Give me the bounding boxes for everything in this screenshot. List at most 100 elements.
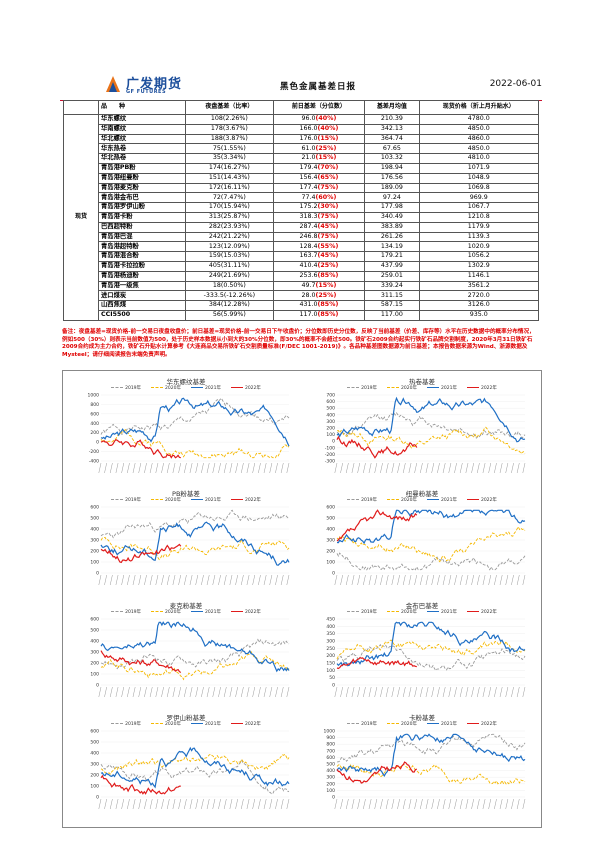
series-line-y2020: [100, 650, 290, 681]
x-tick-mark: [218, 686, 221, 698]
y-tick-label: 400: [326, 624, 335, 630]
product-name-cell: 青岛港混合粉: [98, 251, 186, 262]
x-tick-mark: [459, 686, 463, 698]
table-header-row: 品 种 夜盘基差（比率） 前日基差（分位数） 基差月均值 现货价格（折上月升贴水…: [63, 100, 539, 115]
x-tick-mark: [454, 686, 457, 698]
x-tick-mark: [368, 686, 372, 698]
prev-basis-value: 177.4: [299, 183, 318, 191]
monthly-mean-cell: 339.24: [364, 280, 420, 292]
x-tick-mark: [494, 686, 497, 698]
spot-price-cell: 1146.1: [418, 270, 539, 282]
x-tick-mark: [195, 798, 199, 810]
x-tick-mark: [104, 574, 107, 586]
legend-label: 2021年: [205, 498, 221, 503]
x-tick-mark: [340, 462, 343, 474]
series-line-y2019: [100, 638, 290, 670]
legend-item: 2020年: [151, 385, 181, 391]
product-name-cell: 青岛港巴混: [98, 231, 186, 243]
spot-price-cell: 3561.2: [418, 280, 539, 292]
chart-legend: 2019年 2020年 2021年 2022年: [311, 497, 533, 503]
prev-basis-cell: 410.4(25%): [272, 260, 366, 272]
legend-swatch: [387, 499, 400, 500]
x-tick-mark: [494, 462, 497, 474]
monthly-mean-cell: 311.15: [364, 290, 420, 302]
table-body: 现货 华东螺纹 108(2.26%) 96.0(40%) 210.39 4780.0 华南螺…: [63, 114, 539, 321]
x-tick-mark: [459, 798, 463, 810]
legend-label: 2022年: [244, 498, 261, 503]
legend-item: 2019年: [347, 721, 377, 727]
table-row: CCI5500 56(5.99%) 117.0(85%) 117.00 935.0: [64, 309, 539, 321]
legend-label: 2021年: [205, 386, 221, 391]
x-tick-mark: [240, 574, 244, 586]
x-tick-mark: [280, 462, 284, 474]
y-tick-label: 100: [90, 672, 99, 678]
x-tick-mark: [280, 798, 284, 810]
spot-price-cell: 935.0: [418, 309, 539, 321]
product-name-cell: 山西焦煤: [98, 300, 186, 311]
legend-label: 2021年: [441, 498, 457, 503]
y-tick-label: 0: [96, 683, 99, 689]
series-line-y2022: [100, 543, 182, 564]
night-basis-cell: 108(2.26%): [185, 114, 274, 125]
series-line-y2020: [336, 525, 526, 563]
y-tick-label: 400: [90, 639, 99, 645]
x-tick-mark: [397, 686, 400, 698]
product-name-cell: 华北螺纹: [98, 133, 186, 145]
y-tick-label: 400: [326, 768, 335, 774]
x-tick-mark: [235, 574, 238, 586]
y-tick-label: 400: [90, 527, 99, 533]
prev-basis-cell: 318.3(75%): [272, 211, 366, 223]
y-tick-label: 200: [326, 549, 335, 555]
y-tick-label: 0: [332, 795, 335, 801]
spot-price-cell: 3126.0: [418, 300, 539, 311]
y-tick-label: 800: [326, 742, 335, 748]
x-tick-mark: [414, 798, 418, 810]
spot-price-cell: 1056.2: [418, 251, 539, 262]
night-basis-cell: 313(25.87%): [185, 211, 274, 223]
spot-price-cell: 1048.9: [418, 172, 539, 184]
legend-item: 2019年: [347, 385, 377, 391]
series-line-y2022: [100, 438, 181, 459]
x-tick-mark: [499, 574, 503, 586]
x-tick-mark: [476, 574, 480, 586]
logo-mark-icon: [106, 76, 120, 92]
x-tick-mark: [408, 686, 412, 698]
x-tick-mark: [408, 574, 412, 586]
y-tick-label: 500: [90, 628, 99, 634]
x-tick-mark: [127, 798, 130, 810]
x-tick-mark: [178, 574, 182, 586]
monthly-mean-cell: 97.24: [364, 192, 420, 204]
series-line-y2022: [100, 650, 182, 674]
x-tick-mark: [246, 462, 250, 474]
x-tick-mark: [144, 462, 147, 474]
series-line-y2022: [336, 761, 418, 784]
chart-plot: 600 500 400 300 200 100 0: [90, 729, 290, 810]
spot-price-cell: 4810.0: [418, 153, 539, 164]
x-tick-mark: [223, 798, 227, 810]
night-basis-cell: 282(23.93%): [185, 221, 274, 233]
legend-item: 2022年: [230, 385, 261, 391]
series-line-y2020: [336, 763, 526, 785]
legend-label: 2020年: [401, 610, 417, 615]
legend-item: 2019年: [111, 721, 141, 727]
y-tick-label: 150: [326, 661, 335, 667]
spot-price-cell: 4860.0: [418, 133, 539, 145]
spot-price-cell: 4850.0: [418, 143, 539, 155]
monthly-mean-cell: 117.00: [364, 309, 420, 321]
y-tick-label: 100: [90, 784, 99, 790]
legend-item: 2022年: [466, 609, 497, 615]
x-tick-mark: [357, 462, 361, 474]
header-cell: 夜盘基差（比率）: [185, 100, 274, 115]
series-line-y2019: [100, 759, 290, 795]
legend-swatch: [111, 387, 124, 388]
x-tick-mark: [488, 686, 492, 698]
table-row: 青岛港卡拉拉粉 405(31.11%) 410.4(25%) 437.99 1302.9: [64, 260, 539, 272]
x-tick-mark: [138, 462, 142, 474]
spot-price-cell: 4780.0: [418, 114, 539, 125]
prev-basis-cell: 287.4(45%): [272, 221, 366, 233]
x-tick-mark: [258, 574, 261, 586]
x-tick-mark: [223, 574, 227, 586]
legend-label: 2020年: [165, 610, 181, 615]
prev-basis-percentile: (30%): [317, 203, 339, 211]
